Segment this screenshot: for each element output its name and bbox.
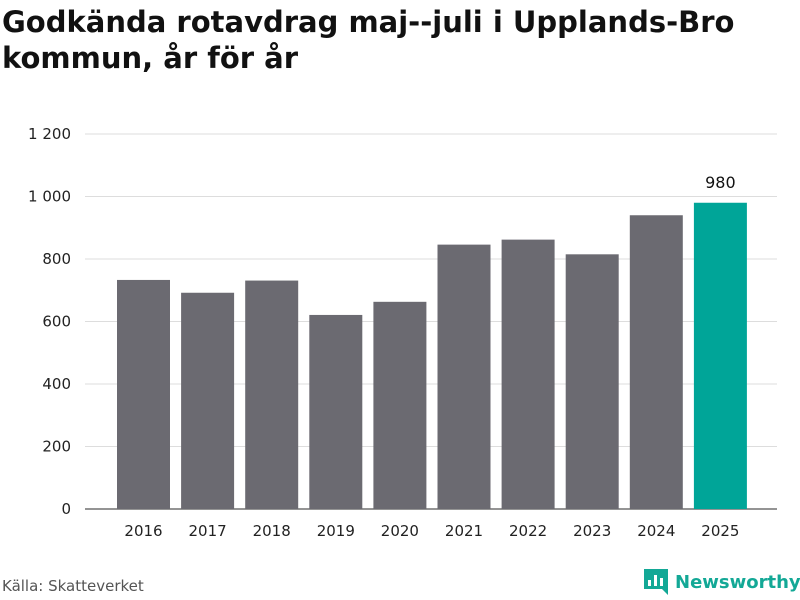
x-tick-label: 2024 — [637, 522, 675, 540]
bar — [245, 280, 299, 509]
x-tick-label: 2021 — [445, 522, 483, 540]
bar — [117, 279, 170, 509]
bar — [181, 292, 235, 509]
bar — [501, 239, 555, 509]
y-tick-label: 200 — [42, 438, 71, 456]
x-tick-label: 2018 — [253, 522, 291, 540]
bar — [309, 314, 363, 509]
bars — [117, 202, 747, 509]
source-note: Källa: Skatteverket — [2, 577, 144, 595]
x-tick-label: 2016 — [124, 522, 162, 540]
x-tick-label: 2019 — [317, 522, 355, 540]
y-tick-label: 0 — [61, 500, 71, 518]
y-tick-label: 400 — [42, 375, 71, 393]
y-tick-label: 1 000 — [28, 188, 71, 206]
y-tick-label: 1 200 — [28, 125, 71, 143]
bar — [373, 301, 427, 509]
x-axis-ticks: 2016 2017 2018 2019 2020 2021 2022 2023 2024 2025 — [124, 522, 739, 540]
brand-logo: Newsworthy — [644, 569, 800, 595]
y-axis-ticks: 0 200 400 600 800 1 000 1 200 — [28, 125, 71, 518]
bar-highlight — [693, 202, 747, 509]
data-label: 980 — [705, 173, 736, 192]
data-labels: 980 — [705, 173, 736, 192]
brand-name: Newsworthy — [675, 571, 800, 593]
y-tick-label: 600 — [42, 313, 71, 331]
bar — [629, 215, 683, 509]
bar-chart-icon — [644, 569, 668, 595]
x-tick-label: 2017 — [189, 522, 227, 540]
chart-title: Godkända rotavdrag maj--juli i Upplands-… — [2, 5, 735, 75]
x-tick-label: 2020 — [381, 522, 419, 540]
x-tick-label: 2022 — [509, 522, 547, 540]
y-tick-label: 800 — [42, 250, 71, 268]
x-tick-label: 2025 — [701, 522, 739, 540]
bar — [565, 254, 619, 509]
x-tick-label: 2023 — [573, 522, 611, 540]
bar — [437, 244, 491, 509]
